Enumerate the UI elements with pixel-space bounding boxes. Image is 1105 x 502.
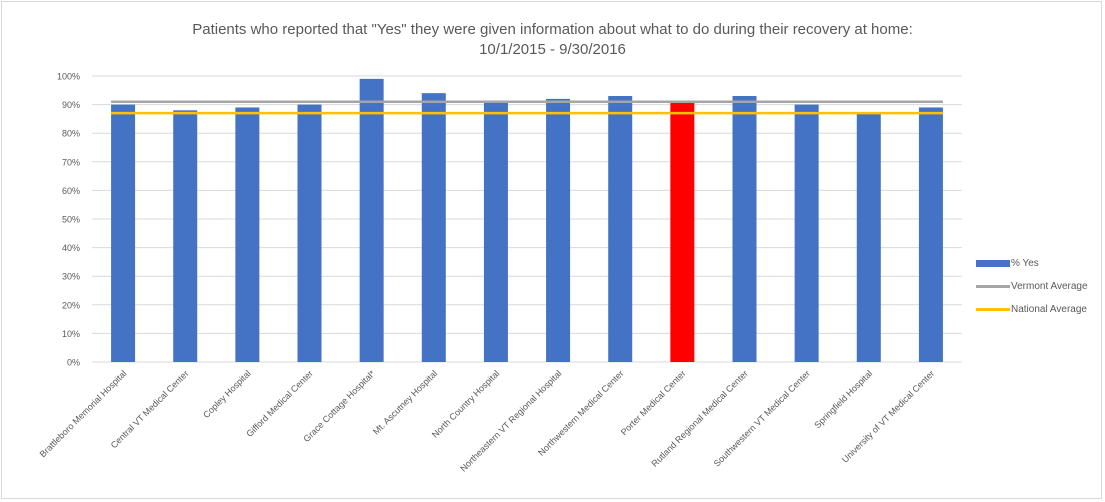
bar — [546, 98, 571, 362]
chart-title: Patients who reported that "Yes" they we… — [192, 21, 913, 38]
legend-swatch-national-average — [976, 308, 1010, 311]
bar — [483, 101, 508, 363]
y-tick-label: 0% — [67, 358, 80, 368]
legend-label-vermont-average: Vermont Average — [1011, 281, 1088, 292]
bar — [421, 93, 446, 362]
x-tick-label: North Country Hospital — [430, 368, 501, 439]
legend-swatch-yes — [976, 260, 1010, 267]
chart-subtitle: 10/1/2015 - 9/30/2016 — [479, 41, 626, 58]
x-tick-label: Copley Hospital — [201, 368, 253, 420]
legend-label-national-average: National Average — [1011, 304, 1087, 315]
legend-item-yes: % Yes — [976, 252, 1088, 275]
y-tick-label: 100% — [57, 72, 80, 82]
y-tick-label: 70% — [62, 157, 80, 167]
x-tick-label: Springfield Hospital — [812, 368, 874, 430]
bar — [608, 96, 633, 363]
bar — [918, 107, 943, 363]
legend-swatch-vermont-average — [976, 285, 1010, 288]
legend: % Yes Vermont Average National Average — [976, 252, 1088, 321]
x-tick-label: Grace Cottage Hospital* — [301, 368, 377, 444]
bar — [856, 113, 881, 363]
bar — [111, 104, 136, 362]
y-tick-label: 20% — [62, 300, 80, 310]
bar — [670, 101, 695, 363]
bar — [359, 78, 384, 363]
bar — [297, 104, 322, 362]
y-tick-label: 50% — [62, 215, 80, 225]
y-tick-label: 60% — [62, 186, 80, 196]
legend-label-yes: % Yes — [1011, 258, 1039, 269]
bar — [732, 96, 757, 363]
legend-item-national-average: National Average — [976, 298, 1088, 321]
bar — [173, 110, 198, 362]
y-tick-label: 30% — [62, 272, 80, 282]
legend-item-vermont-average: Vermont Average — [976, 275, 1088, 298]
bar — [794, 104, 819, 362]
y-tick-label: 80% — [62, 129, 80, 139]
x-tick-label: Porter Medical Center — [619, 368, 688, 437]
x-tick-label: Gifford Medical Center — [244, 368, 315, 439]
y-tick-label: 90% — [62, 100, 80, 110]
x-tick-label: Northeastern VT Regional Hospital — [458, 368, 563, 473]
y-tick-label: 10% — [62, 329, 80, 339]
bar — [235, 107, 260, 363]
x-tick-label: Mt. Ascutney Hospital — [371, 368, 439, 436]
y-tick-label: 40% — [62, 243, 80, 253]
